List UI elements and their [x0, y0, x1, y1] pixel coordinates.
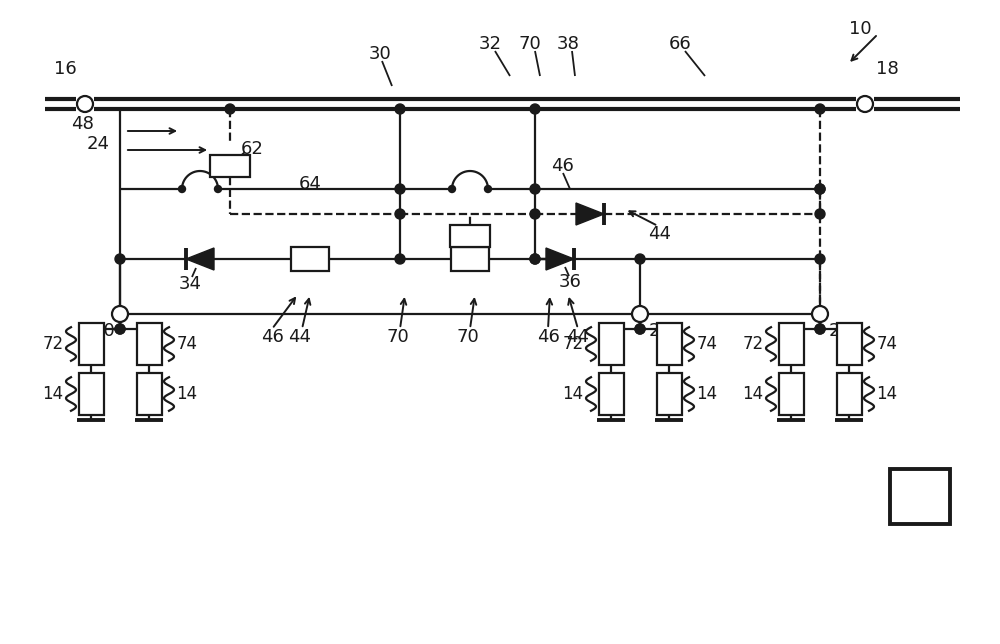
Circle shape [530, 254, 540, 264]
Text: 46: 46 [537, 328, 559, 346]
Bar [451, 247, 489, 271]
Text: 16: 16 [54, 60, 76, 78]
Circle shape [395, 209, 405, 219]
Circle shape [530, 184, 540, 194]
Circle shape [484, 185, 492, 193]
Circle shape [530, 254, 540, 264]
Circle shape [815, 184, 825, 194]
Circle shape [815, 324, 825, 334]
Text: 18: 18 [876, 60, 898, 78]
Bar [598, 373, 624, 415]
Bar [890, 468, 950, 524]
Circle shape [395, 184, 405, 194]
Text: 74: 74 [876, 335, 898, 353]
Text: 14: 14 [742, 385, 764, 403]
Text: 44: 44 [648, 225, 672, 243]
Circle shape [115, 324, 125, 334]
Bar [450, 225, 490, 247]
Text: 70: 70 [457, 328, 479, 346]
Text: 34: 34 [178, 275, 202, 293]
Polygon shape [186, 248, 214, 270]
Text: 74: 74 [696, 335, 718, 353]
Text: 68: 68 [889, 503, 911, 521]
Circle shape [214, 185, 222, 193]
Circle shape [635, 254, 645, 264]
Bar [778, 323, 804, 365]
Text: 46: 46 [261, 328, 283, 346]
Polygon shape [576, 203, 604, 225]
Text: 70: 70 [387, 328, 409, 346]
Bar [136, 373, 162, 415]
Circle shape [815, 254, 825, 264]
Text: 64: 64 [299, 175, 321, 193]
Text: 24: 24 [87, 135, 110, 153]
Circle shape [115, 324, 125, 334]
Text: 14: 14 [176, 385, 198, 403]
Bar [136, 323, 162, 365]
Text: 10: 10 [849, 20, 871, 38]
Text: 70: 70 [519, 35, 541, 53]
Circle shape [77, 96, 93, 112]
Circle shape [448, 185, 456, 193]
Text: 72: 72 [562, 335, 584, 353]
Circle shape [815, 104, 825, 114]
Bar [291, 247, 329, 271]
Text: 46: 46 [551, 157, 573, 175]
Text: 72: 72 [42, 335, 64, 353]
Circle shape [112, 306, 128, 322]
Circle shape [395, 104, 405, 114]
Text: 30: 30 [369, 45, 391, 63]
Text: 14: 14 [562, 385, 584, 403]
Text: 72: 72 [742, 335, 764, 353]
Bar [210, 155, 250, 177]
Circle shape [395, 254, 405, 264]
Circle shape [632, 306, 648, 322]
Circle shape [225, 104, 235, 114]
Circle shape [530, 104, 540, 114]
Circle shape [530, 209, 540, 219]
Polygon shape [546, 248, 574, 270]
Text: 44: 44 [566, 328, 590, 346]
Circle shape [815, 324, 825, 334]
Text: 22: 22 [648, 322, 672, 340]
Text: 14: 14 [42, 385, 64, 403]
Text: 26: 26 [829, 322, 851, 340]
Circle shape [635, 324, 645, 334]
Bar [836, 373, 862, 415]
Bar [78, 323, 104, 365]
Text: 62: 62 [241, 140, 263, 158]
Circle shape [815, 209, 825, 219]
Circle shape [812, 306, 828, 322]
Text: 48: 48 [71, 115, 93, 133]
Text: 66: 66 [669, 35, 691, 53]
Text: 74: 74 [176, 335, 198, 353]
Bar [598, 323, 624, 365]
Circle shape [178, 185, 186, 193]
Bar [78, 373, 104, 415]
Circle shape [635, 324, 645, 334]
Bar [656, 323, 682, 365]
Text: 20: 20 [93, 322, 115, 340]
Text: 14: 14 [696, 385, 718, 403]
Text: 32: 32 [479, 35, 502, 53]
Circle shape [815, 184, 825, 194]
Circle shape [115, 254, 125, 264]
Text: 38: 38 [557, 35, 579, 53]
Bar [656, 373, 682, 415]
Text: 36: 36 [559, 273, 581, 291]
Bar [778, 373, 804, 415]
Circle shape [857, 96, 873, 112]
Bar [836, 323, 862, 365]
Text: 14: 14 [876, 385, 898, 403]
Text: 44: 44 [288, 328, 312, 346]
